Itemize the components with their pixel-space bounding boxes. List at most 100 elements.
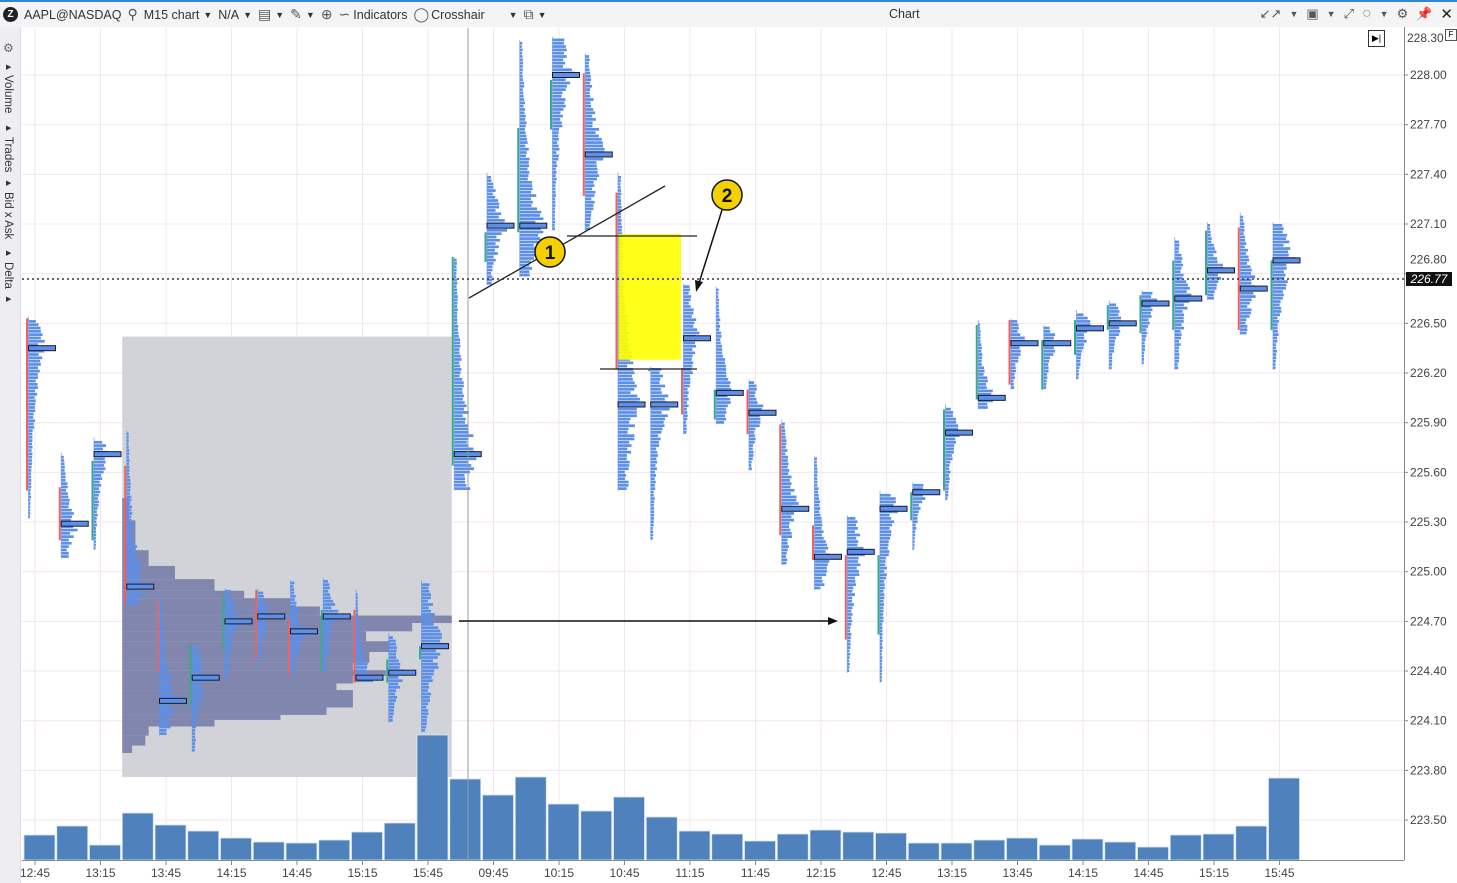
close-icon[interactable]: ✕ <box>1440 6 1453 23</box>
pin-icon[interactable]: 📌 <box>1416 6 1433 21</box>
fullscreen-icon[interactable]: ⤢ <box>1343 6 1354 21</box>
chevron-down-icon[interactable]: ▼ <box>1379 9 1389 19</box>
candle-14[interactable] <box>484 172 515 286</box>
crosshair-button[interactable]: ◯ Crosshair <box>413 6 484 23</box>
camera-icon[interactable]: ▣ <box>1306 6 1319 21</box>
volume-bar[interactable] <box>940 842 973 861</box>
trend-line[interactable] <box>468 185 666 299</box>
time-axis[interactable]: 12:45 13:15 13:45 14:15 14:45 15:15 15:45 09:45… <box>20 860 1295 880</box>
volume-bar[interactable] <box>645 816 678 861</box>
volume-bar[interactable] <box>907 842 940 861</box>
candle-0[interactable] <box>26 316 56 519</box>
volume-bar[interactable] <box>1104 841 1137 861</box>
candle-11[interactable] <box>386 632 417 723</box>
candle-31[interactable] <box>1041 325 1072 390</box>
f-marker[interactable]: F <box>1445 29 1457 41</box>
candle-8[interactable] <box>288 579 318 675</box>
candle-24[interactable] <box>812 455 842 590</box>
volume-bar[interactable] <box>678 830 711 861</box>
candle-22[interactable] <box>746 379 777 471</box>
volume-bar[interactable] <box>1268 777 1300 861</box>
candle-6[interactable] <box>222 588 253 680</box>
volume-bar[interactable] <box>1137 846 1169 861</box>
symbol-selector[interactable]: AAPL@NASDAQ <box>24 8 121 22</box>
timeframe-dropdown[interactable]: M15 chart ▼ <box>144 8 213 22</box>
candle-20[interactable] <box>681 283 711 435</box>
candle-23[interactable] <box>779 419 810 566</box>
volume-bar[interactable] <box>23 834 56 861</box>
candle-21[interactable] <box>713 286 744 425</box>
candle-13[interactable] <box>451 257 482 491</box>
candle-26[interactable] <box>877 490 908 683</box>
candle-25[interactable] <box>844 515 875 673</box>
indicators-button[interactable]: ∽ Indicators <box>339 6 408 23</box>
arrow-2[interactable] <box>698 209 723 284</box>
candle-3[interactable] <box>124 430 155 605</box>
volume-bar[interactable] <box>776 833 809 861</box>
candle-38[interactable] <box>1270 222 1301 370</box>
volume-bar[interactable] <box>1071 838 1104 861</box>
volume-bar[interactable] <box>1038 844 1071 861</box>
annotations[interactable]: 1 2 <box>22 28 1404 860</box>
volume-bar[interactable] <box>416 734 449 861</box>
candle-33[interactable] <box>1106 300 1137 370</box>
candle-19[interactable] <box>648 366 679 541</box>
volume-bar[interactable] <box>744 840 776 861</box>
volume-bar[interactable] <box>56 825 89 861</box>
volume-bar[interactable] <box>711 833 744 861</box>
volume-bar[interactable] <box>318 839 351 861</box>
candle-27[interactable] <box>910 482 941 551</box>
candle-30[interactable] <box>1008 318 1039 390</box>
sidebar-tab-delta[interactable]: Delta <box>2 262 14 289</box>
account-dropdown[interactable]: N/A ▼ <box>218 8 252 22</box>
template-dropdown[interactable]: ▤ ▼ <box>258 6 284 23</box>
candle-1[interactable] <box>58 452 89 559</box>
circle-icon[interactable]: ○ <box>1361 5 1372 22</box>
crosshair-dropdown[interactable]: ▼ <box>505 10 518 20</box>
candle-10[interactable] <box>353 589 384 683</box>
candle-16[interactable] <box>550 36 580 231</box>
volume-bar[interactable] <box>252 841 285 861</box>
chevron-down-icon[interactable]: ▼ <box>1326 9 1336 19</box>
sidebar-tab-bid-x-ask[interactable]: Bid x Ask <box>2 192 14 240</box>
candle-2[interactable] <box>91 437 122 551</box>
volume-bar[interactable] <box>1202 833 1235 861</box>
candle-9[interactable] <box>320 578 351 673</box>
annotation-marker-2[interactable] <box>711 179 743 211</box>
volume-bar[interactable] <box>89 844 121 861</box>
candle-15[interactable] <box>517 40 548 277</box>
highlight-box[interactable] <box>618 233 682 360</box>
volume-bar[interactable] <box>285 842 318 861</box>
volume-bar[interactable] <box>514 776 547 861</box>
candle-4[interactable] <box>157 594 187 736</box>
gear-icon[interactable]: ⚙ <box>3 41 14 55</box>
sidebar-tab-trades[interactable]: Trades <box>2 137 14 173</box>
candle-7[interactable] <box>255 588 286 665</box>
candle-5[interactable] <box>189 644 220 753</box>
volume-bar[interactable] <box>613 796 645 861</box>
candle-35[interactable] <box>1172 237 1203 370</box>
search-icon[interactable]: ⚲ <box>127 6 138 22</box>
volume-bar[interactable] <box>220 837 252 861</box>
volume-bar[interactable] <box>1235 825 1268 861</box>
candle-28[interactable] <box>943 404 973 501</box>
candle-34[interactable] <box>1139 290 1170 365</box>
volume-bar[interactable] <box>875 832 907 861</box>
scroll-to-end-button[interactable]: ▶| <box>1368 30 1385 47</box>
candle-17[interactable] <box>582 53 613 231</box>
volume-bar[interactable] <box>187 830 220 861</box>
candle-36[interactable] <box>1205 222 1235 301</box>
volume-bar[interactable] <box>547 803 580 861</box>
zoom-in-button[interactable]: ⊕ <box>321 6 333 23</box>
volume-bar[interactable] <box>482 794 514 861</box>
window-layout-dropdown[interactable]: ⧉ ▼ <box>524 6 547 23</box>
volume-bar[interactable] <box>449 778 482 861</box>
volume-bar[interactable] <box>383 822 416 861</box>
gear-icon[interactable]: ⚙ <box>1396 6 1409 21</box>
volume-bar[interactable] <box>1169 834 1202 861</box>
sidebar-tab-volume[interactable]: Volume <box>2 75 14 114</box>
volume-bar[interactable] <box>809 829 842 861</box>
candle-32[interactable] <box>1074 310 1104 380</box>
candle-12[interactable] <box>419 579 449 733</box>
